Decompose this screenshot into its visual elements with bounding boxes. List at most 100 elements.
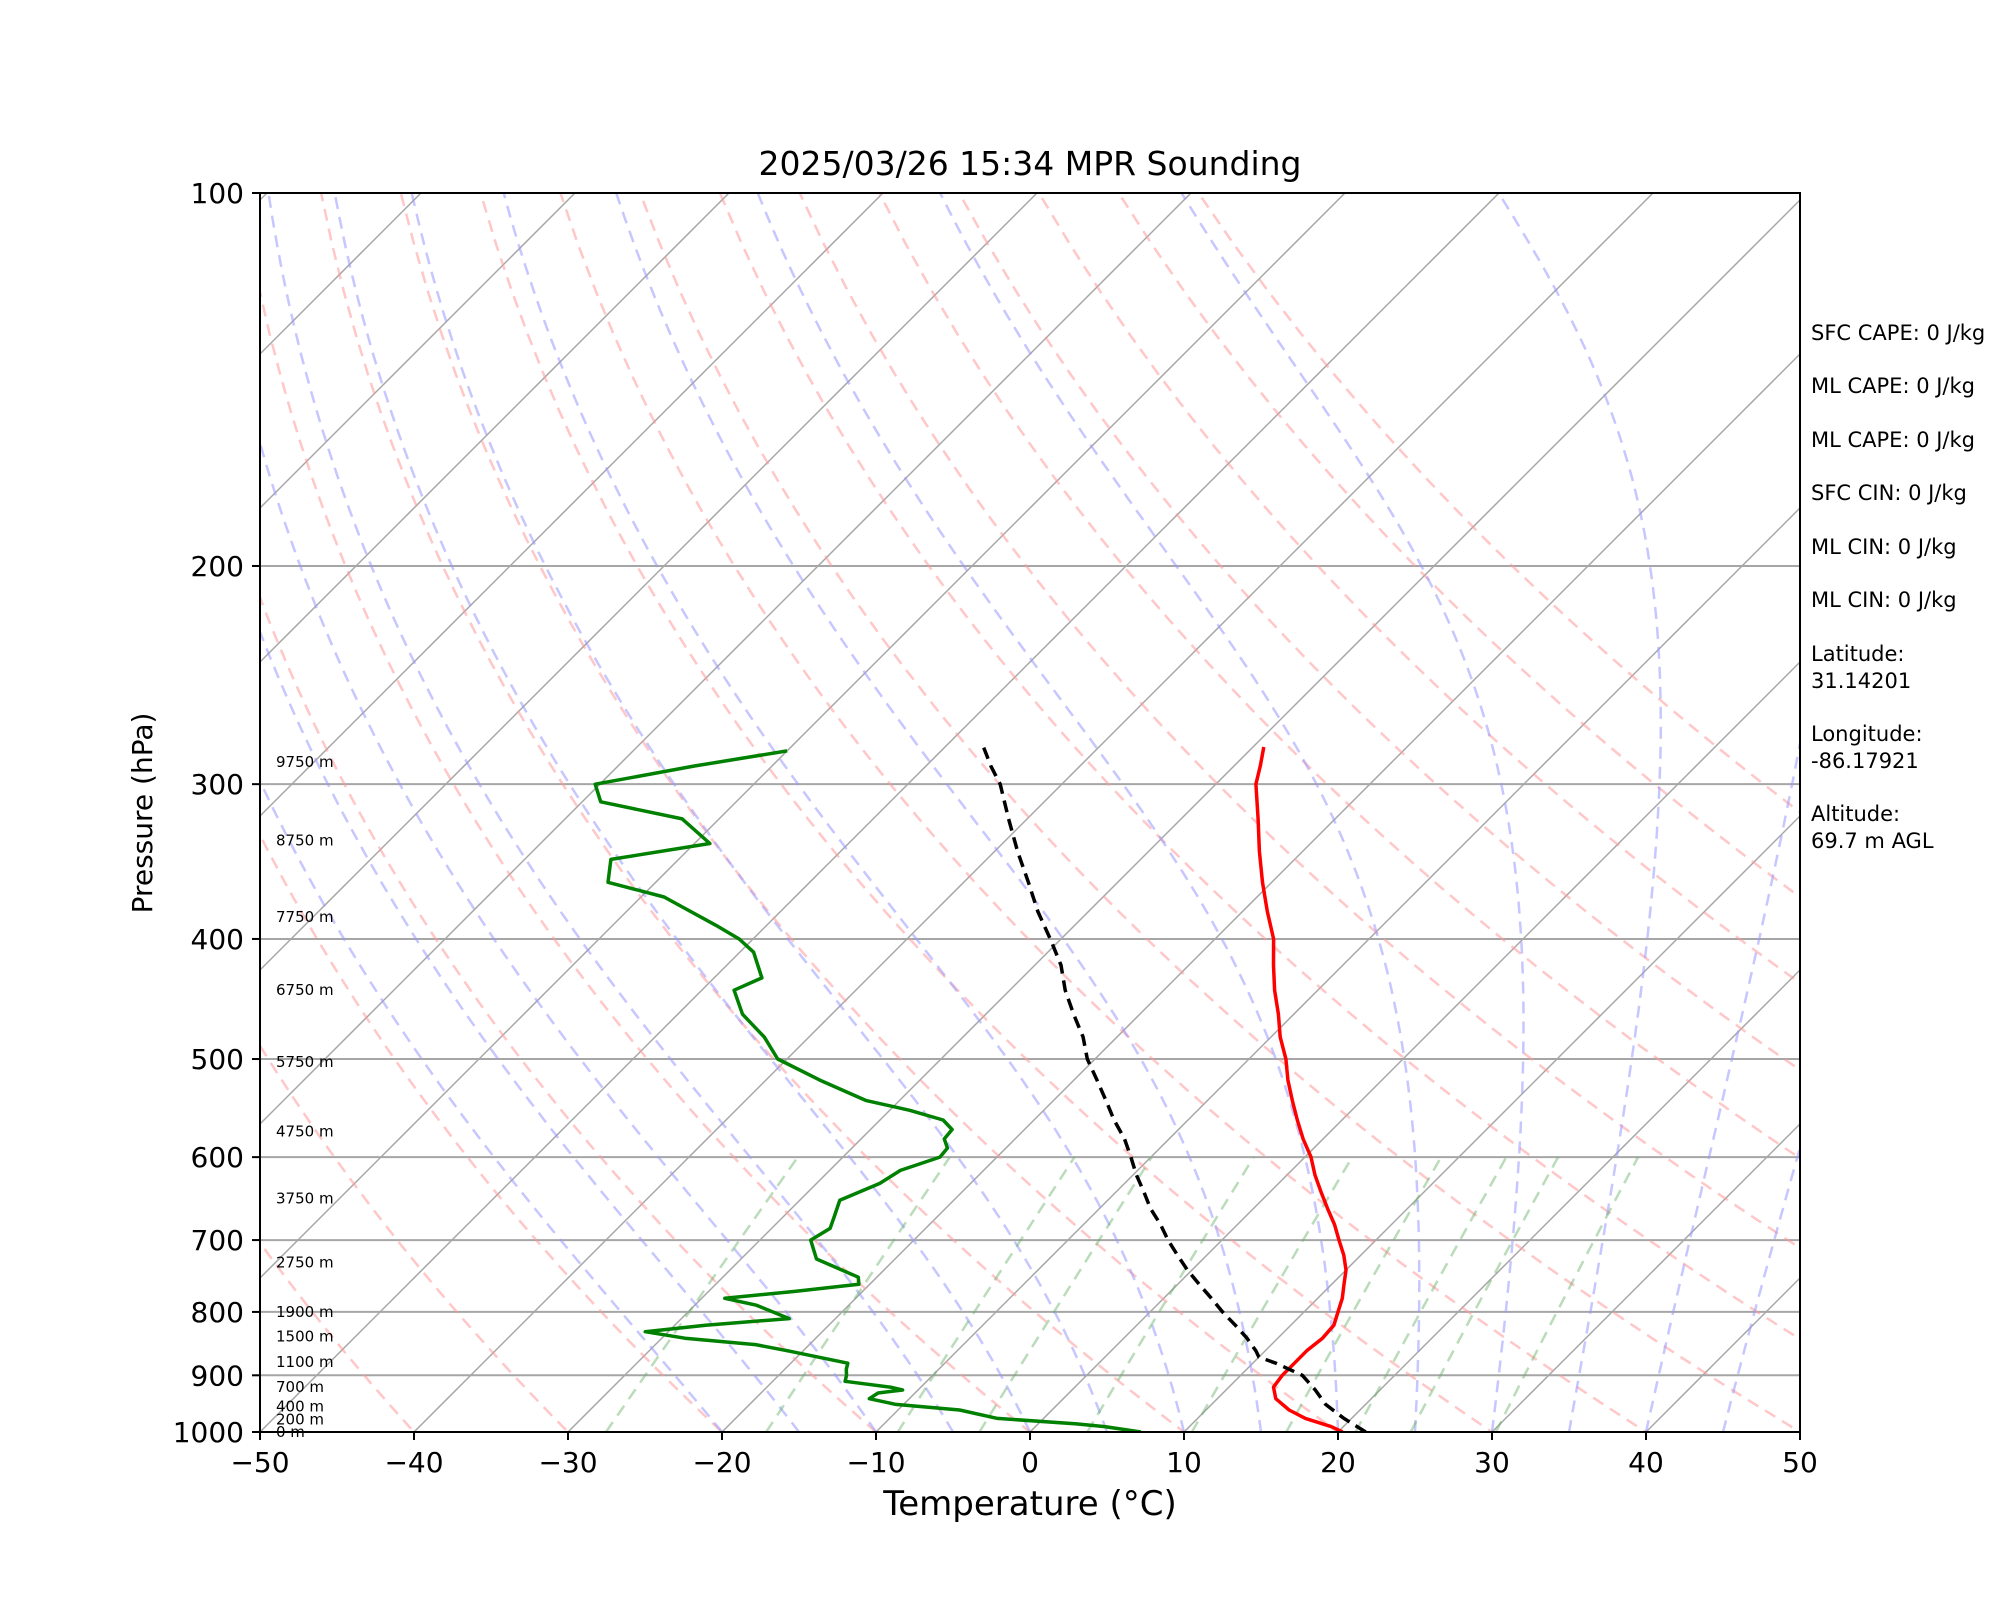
x-tick-label: 10 (1166, 1446, 1202, 1479)
dry-adiabat-line (399, 193, 1341, 1432)
y-tick-label: 100 (191, 177, 244, 210)
chart-title: 2025/03/26 15:34 MPR Sounding (758, 144, 1301, 183)
x-tick-label: 0 (1021, 1446, 1039, 1479)
latitude-value: 31.14201 (1811, 669, 1911, 693)
plot-frame (259, 192, 1801, 1433)
height-label: 400 m (276, 1398, 324, 1416)
height-label: 1100 m (276, 1353, 334, 1371)
y-axis-label: Pressure (hPa) (126, 713, 159, 914)
moist-adiabat-line (938, 193, 1421, 1432)
altitude-label: Altitude: (1811, 802, 1900, 826)
moist-adiabat-line (1180, 193, 1525, 1432)
x-tick-label: 50 (1782, 1446, 1818, 1479)
dry-adiabat-line (718, 193, 1800, 1341)
moist-adiabat-line (267, 193, 955, 1432)
moist-adiabat-line (502, 193, 1186, 1432)
dry-adiabat-line (319, 193, 1187, 1432)
x-tick-label: 30 (1474, 1446, 1510, 1479)
dry-adiabat-line (638, 193, 1800, 1432)
isotherm-line (567, 198, 1800, 1432)
y-tick-label: 700 (191, 1224, 244, 1257)
isotherm-line (260, 193, 1500, 1432)
ml-cape-text: ML CAPE: 0 J/kg (1811, 374, 1975, 398)
y-tick-label: 900 (191, 1359, 244, 1392)
dewpoint-profile-line (593, 749, 1142, 1432)
y-tick-label: 500 (191, 1043, 244, 1076)
ml-cape-text-2: ML CAPE: 0 J/kg (1811, 428, 1975, 452)
height-label: 1500 m (276, 1327, 334, 1345)
height-label: 0 m (276, 1423, 305, 1441)
background-lines (260, 193, 1800, 1432)
sfc-cape-text: SFC CAPE: 0 J/kg (1811, 321, 1985, 345)
height-label: 2750 m (276, 1254, 334, 1272)
isotherm-line (260, 193, 1192, 1126)
height-label: 6750 m (276, 981, 334, 999)
dry-adiabat-line (260, 1043, 570, 1432)
isotherm-line (1029, 660, 1800, 1432)
moist-adiabat-line (333, 193, 1032, 1432)
dry-adiabat-line (260, 1240, 416, 1432)
dry-adiabat-line (260, 594, 878, 1432)
dry-adiabat-line (798, 193, 1800, 1250)
y-tick-label: 200 (191, 550, 244, 583)
moist-adiabat-line (410, 193, 1109, 1432)
height-label: 3750 m (276, 1190, 334, 1208)
mixing-ratio-line (1354, 1156, 1508, 1432)
height-label: 5750 m (276, 1053, 334, 1071)
info-panel: SFC CAPE: 0 J/kg ML CAPE: 0 J/kg ML CAPE… (1811, 321, 1985, 853)
dry-adiabat-line (1197, 193, 1800, 814)
dry-adiabat-line (260, 832, 724, 1432)
height-label: 9750 m (276, 753, 334, 771)
ml-cin-text-2: ML CIN: 0 J/kg (1811, 588, 1957, 612)
height-label: 1900 m (276, 1303, 334, 1321)
longitude-value: -86.17921 (1811, 749, 1919, 773)
y-tick-label: 400 (191, 923, 244, 956)
y-tick-label: 600 (191, 1141, 244, 1174)
ml-cin-text: ML CIN: 0 J/kg (1811, 535, 1957, 559)
height-label: 7750 m (276, 908, 334, 926)
temperature-profile-line (1254, 746, 1348, 1432)
isotherm-line (260, 193, 1346, 1280)
isotherm-line (1491, 1122, 1800, 1432)
mixing-ratio-line (896, 1156, 1076, 1432)
x-tick-label: −10 (846, 1446, 905, 1479)
dry-adiabat-line (260, 286, 1032, 1432)
moist-adiabat-line (1497, 193, 1663, 1432)
x-axis: −50 −40 −30 −20 −10 0 10 20 30 40 50 (230, 1432, 1818, 1479)
moist-adiabat-line (260, 438, 878, 1432)
height-label: 4750 m (276, 1122, 334, 1140)
y-axis: 1000 900 800 700 600 500 400 300 200 100 (173, 177, 260, 1449)
isotherm-line (260, 193, 730, 664)
height-label: 8750 m (276, 831, 334, 849)
mixing-ratio-line (1285, 1156, 1443, 1432)
y-tick-label: 300 (191, 768, 244, 801)
y-tick-label: 800 (191, 1296, 244, 1329)
mixing-ratio-line (1409, 1156, 1560, 1432)
data-lines (593, 746, 1367, 1432)
dry-adiabat-line (559, 193, 1649, 1432)
altitude-value: 69.7 m AGL (1811, 829, 1934, 853)
x-tick-label: −50 (230, 1446, 289, 1479)
y-tick-label: 1000 (173, 1416, 244, 1449)
isotherm-line (260, 193, 1038, 972)
dry-adiabat-line (878, 193, 1800, 1160)
isotherm-line (1183, 814, 1800, 1432)
isotherm-line (260, 193, 884, 818)
x-tick-label: −40 (384, 1446, 443, 1479)
sfc-cin-text: SFC CIN: 0 J/kg (1811, 481, 1967, 505)
isotherm-line (413, 193, 1654, 1432)
isotherm-line (721, 352, 1800, 1432)
dry-adiabat-line (1117, 193, 1800, 899)
moist-adiabat-line (260, 628, 800, 1432)
x-tick-label: 40 (1628, 1446, 1664, 1479)
moist-adiabat-line (1644, 736, 1800, 1432)
x-tick-label: −20 (692, 1446, 751, 1479)
isotherm-line (875, 506, 1800, 1432)
height-label: 200 m (276, 1410, 324, 1428)
x-axis-label: Temperature (°C) (882, 1484, 1176, 1524)
isotherm-line (1337, 968, 1800, 1432)
x-tick-label: −30 (538, 1446, 597, 1479)
mixing-ratio-line (1494, 1156, 1640, 1432)
